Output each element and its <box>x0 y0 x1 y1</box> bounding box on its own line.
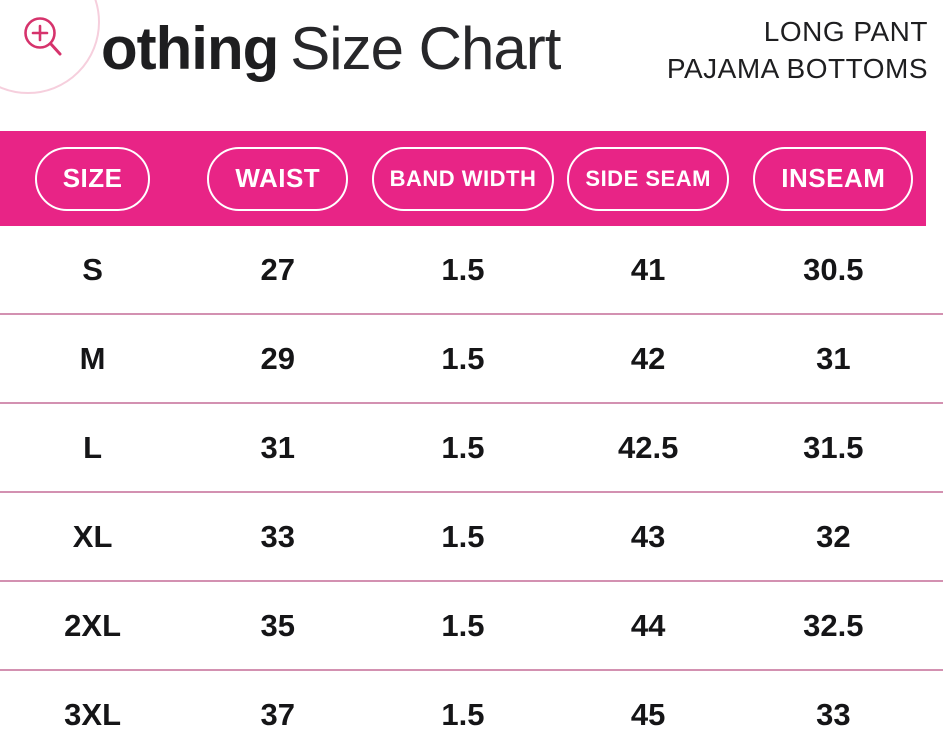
size-table-body: S 27 1.5 41 30.5 M 29 1.5 42 31 L 31 1.5… <box>0 226 943 753</box>
cell-size: XL <box>72 518 113 554</box>
cell-sideseam: 42.5 <box>617 429 679 465</box>
cell-size: S <box>82 251 103 287</box>
cell-bandwidth: 1.5 <box>441 429 485 465</box>
cell-waist: 37 <box>260 696 296 732</box>
column-header-band-width: BAND WIDTH <box>371 146 555 211</box>
cell-size: L <box>83 429 103 465</box>
cell-inseam: 31 <box>816 340 851 376</box>
table-header-row: SIZE WAIST BAND WIDTH SIDE SEAM INSEAM <box>0 131 926 226</box>
cell-waist: 27 <box>260 251 296 287</box>
table-row-m: M 29 1.5 42 31 <box>0 315 943 404</box>
cell-sideseam: 42 <box>630 340 666 376</box>
cell-inseam: 32 <box>816 518 851 554</box>
page-title-rest: Size Chart <box>290 15 561 82</box>
cell-bandwidth: 1.5 <box>441 518 485 554</box>
table-row-xl: XL 33 1.5 43 32 <box>0 493 943 582</box>
cell-waist: 31 <box>260 429 296 465</box>
table-row-s: S 27 1.5 41 30.5 <box>0 226 943 315</box>
cell-waist: 35 <box>260 607 296 643</box>
cell-bandwidth: 1.5 <box>441 607 485 643</box>
zoom-button[interactable] <box>0 0 100 94</box>
cell-inseam: 31.5 <box>803 429 864 465</box>
cell-bandwidth: 1.5 <box>441 251 485 287</box>
column-header-inseam: INSEAM <box>753 146 914 211</box>
table-row-2xl: 2XL 35 1.5 44 32.5 <box>0 582 943 671</box>
cell-sideseam: 41 <box>630 251 666 287</box>
cell-inseam: 30.5 <box>803 251 864 287</box>
cell-sideseam: 44 <box>630 607 666 643</box>
column-header-size: SIZE <box>34 146 151 211</box>
cell-bandwidth: 1.5 <box>441 340 485 376</box>
cell-sideseam: 43 <box>630 518 666 554</box>
cell-bandwidth: 1.5 <box>441 696 485 732</box>
cell-size: M <box>79 340 106 376</box>
cell-size: 3XL <box>64 696 122 732</box>
cell-waist: 29 <box>260 340 296 376</box>
cell-inseam: 33 <box>816 696 851 732</box>
cell-sideseam: 45 <box>630 696 666 732</box>
product-subtitle: LONG PANT PAJAMA BOTTOMS <box>667 13 928 87</box>
cell-waist: 33 <box>260 518 296 554</box>
page-title-brand: othing <box>101 15 279 82</box>
cell-size: 2XL <box>64 607 122 643</box>
cell-inseam: 32.5 <box>803 607 864 643</box>
column-header-waist: WAIST <box>207 146 349 211</box>
subtitle-line-1: LONG PANT <box>763 16 928 47</box>
page-title: othing Size Chart <box>101 15 561 82</box>
table-row-l: L 31 1.5 42.5 31.5 <box>0 404 943 493</box>
column-header-side-seam: SIDE SEAM <box>567 146 729 211</box>
chart-header: othing Size Chart LONG PANT PAJAMA BOTTOM… <box>0 0 943 131</box>
subtitle-line-2: PAJAMA BOTTOMS <box>666 53 928 85</box>
table-row-3xl: 3XL 37 1.5 45 33 <box>0 671 943 753</box>
